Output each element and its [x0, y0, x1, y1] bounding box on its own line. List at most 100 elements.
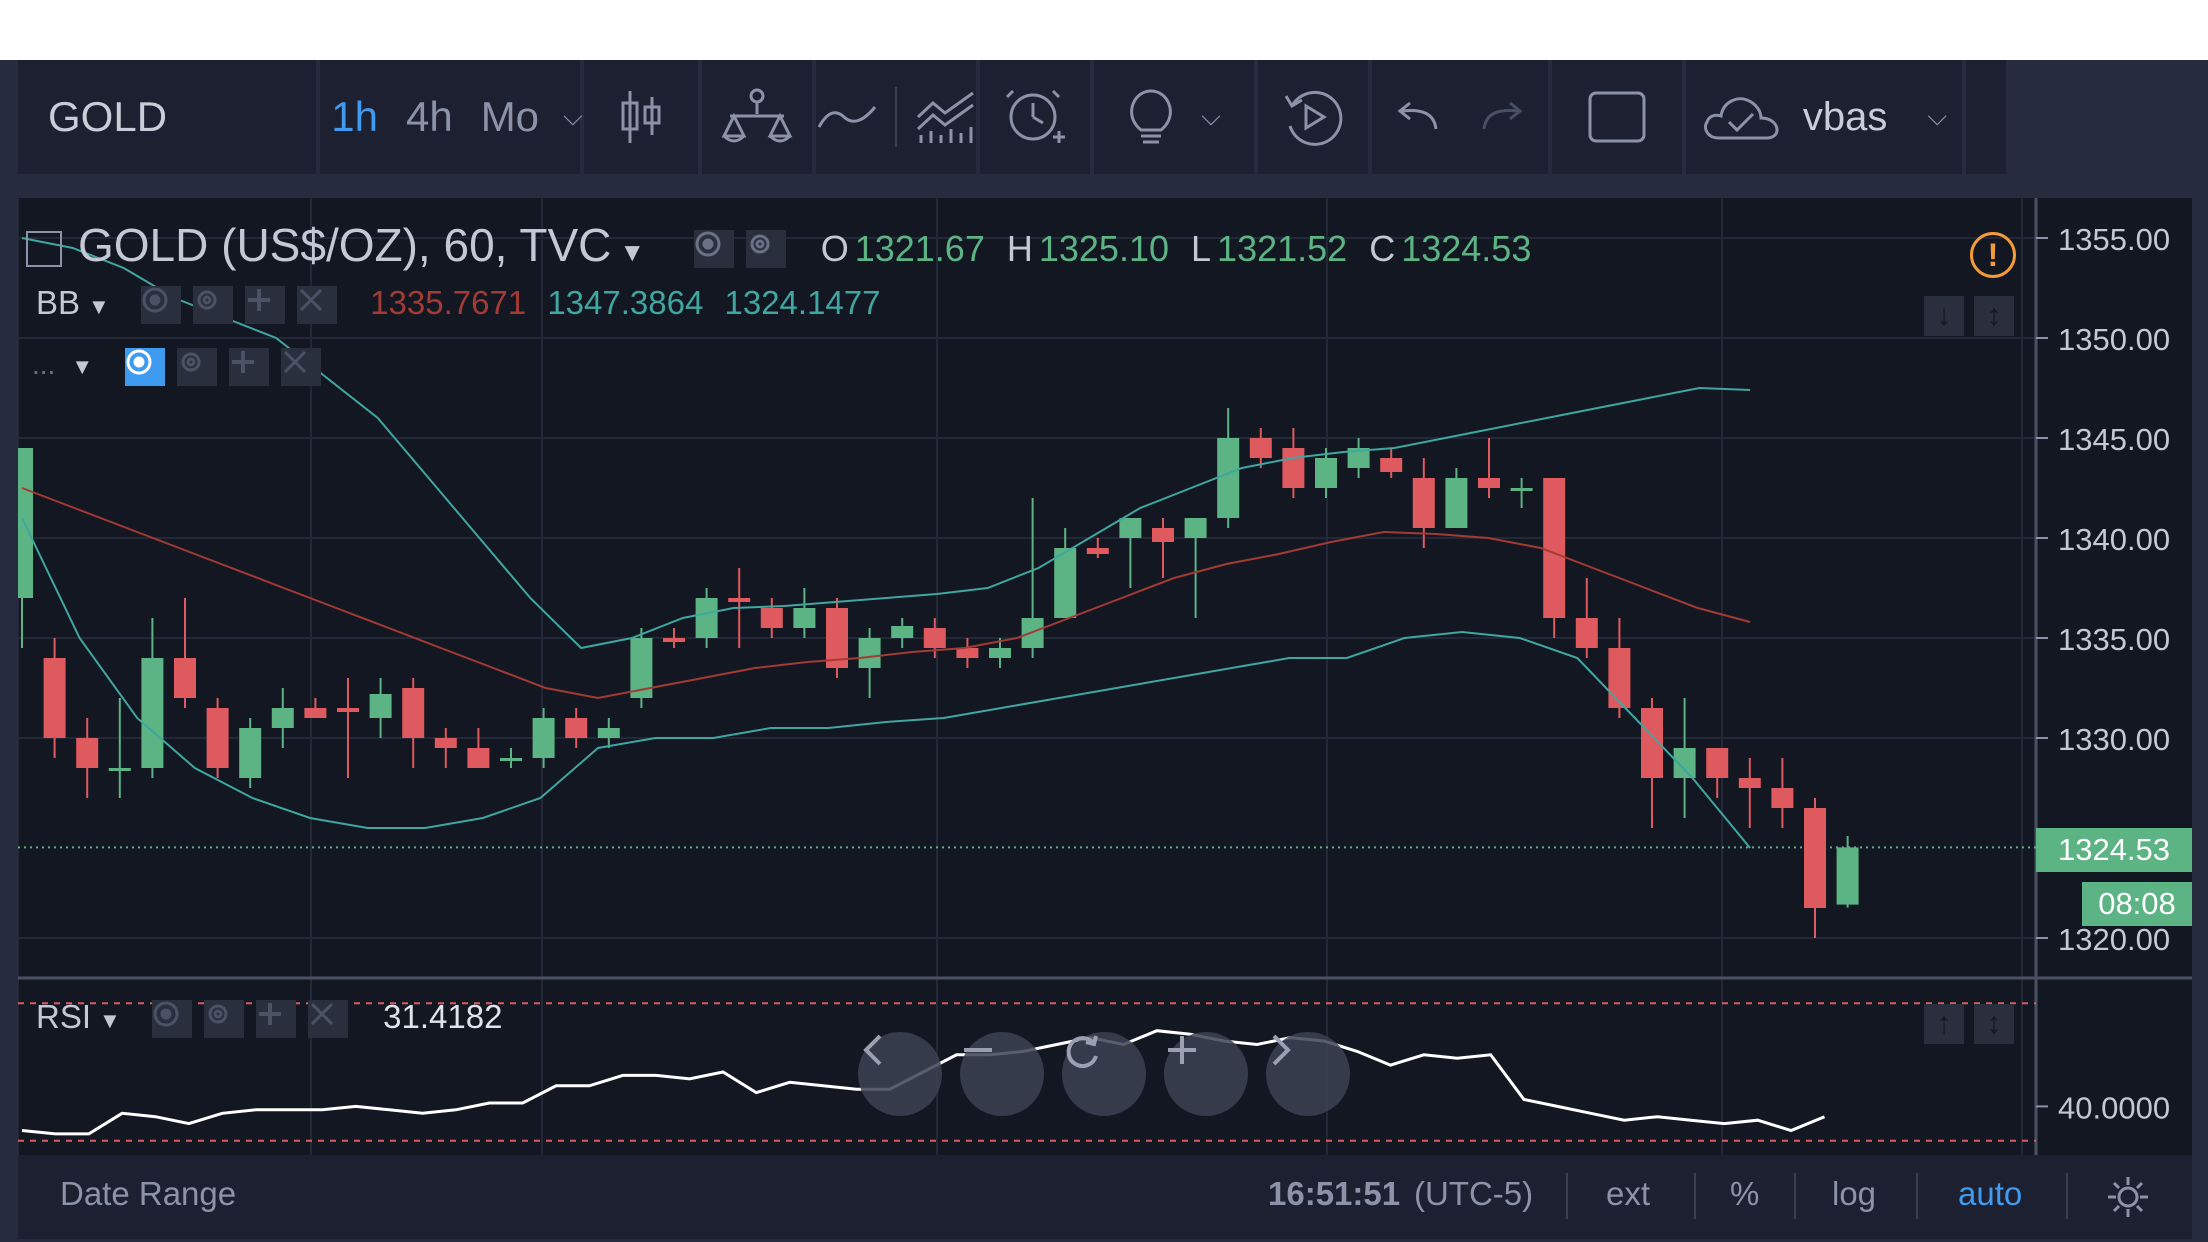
- current-price-label: 1324.53: [2036, 828, 2192, 872]
- candle-body: [760, 608, 783, 628]
- ideas-icon: [1130, 89, 1173, 144]
- percent-toggle[interactable]: %: [1730, 1175, 1760, 1212]
- candle-body: [1217, 438, 1240, 518]
- gear-icon[interactable]: [745, 229, 786, 268]
- candle-body: [663, 638, 685, 642]
- chevron-down-icon[interactable]: ⌵: [1927, 101, 1948, 131]
- scroll-right-button[interactable]: [1266, 1032, 1350, 1116]
- indicators-button[interactable]: [702, 60, 812, 174]
- price-tick-label: 1355.00: [2058, 222, 2170, 257]
- candle-body: [728, 598, 751, 602]
- cloud-save-icon: [1703, 97, 1779, 140]
- candle-body: [1380, 458, 1403, 472]
- settings-partial-icon[interactable]: [1966, 60, 2006, 174]
- layout-save-button[interactable]: vbas ⌵: [1686, 60, 1962, 174]
- templates-icon[interactable]: [915, 89, 976, 145]
- gear-icon[interactable]: [203, 1000, 244, 1039]
- candle-body: [1543, 478, 1566, 618]
- symbol-search[interactable]: GOLD: [18, 60, 316, 174]
- reset-button[interactable]: [1062, 1032, 1146, 1116]
- gear-icon[interactable]: [2106, 1175, 2150, 1219]
- eye-icon[interactable]: [140, 286, 181, 325]
- symbol-title[interactable]: GOLD (US$/OZ), 60, TVC: [78, 219, 612, 271]
- fullscreen-button[interactable]: [1552, 60, 1682, 174]
- auto-toggle[interactable]: auto: [1958, 1175, 2023, 1212]
- timezone-button[interactable]: (UTC-5): [1414, 1175, 1534, 1212]
- chevron-down-icon[interactable]: ⌵: [1201, 101, 1221, 131]
- candle-body: [1119, 518, 1142, 538]
- divider: [1916, 1173, 1918, 1219]
- scale-down-icon[interactable]: ↓: [1924, 296, 1964, 336]
- indicators-icon: [721, 88, 793, 143]
- chevron-down-icon[interactable]: ▼: [88, 294, 110, 319]
- gear-icon[interactable]: [192, 286, 233, 325]
- alert-button[interactable]: [980, 60, 1090, 174]
- close-value: 1324.53: [1401, 228, 1532, 269]
- log-toggle[interactable]: log: [1832, 1175, 1877, 1212]
- rsi-label[interactable]: RSI: [36, 998, 92, 1035]
- eye-icon[interactable]: [693, 229, 734, 268]
- layout-name: vbas: [1802, 94, 1888, 139]
- chevron-down-icon[interactable]: ⌵: [563, 101, 583, 131]
- ext-toggle[interactable]: ext: [1606, 1175, 1651, 1212]
- candle-body: [1641, 708, 1663, 778]
- compare-line-icon[interactable]: [816, 97, 877, 137]
- candle-body: [597, 728, 620, 738]
- plus-icon[interactable]: [244, 286, 285, 325]
- price-tick-label: 1350.00: [2058, 322, 2170, 357]
- main-legend: GOLD (US$/OZ), 60, TVC ▼ O 1321.67 H 1325.1…: [26, 218, 1555, 272]
- candle-body: [1315, 458, 1337, 488]
- candle-body: [532, 718, 555, 758]
- candle-body: [467, 748, 490, 768]
- candle-body: [1412, 478, 1435, 528]
- plus-icon[interactable]: [255, 1000, 296, 1039]
- collapse-icon[interactable]: [26, 230, 62, 267]
- close-icon[interactable]: [307, 1000, 348, 1039]
- candle-body: [826, 608, 848, 668]
- scale-expand-icon[interactable]: ↕: [1974, 296, 2014, 336]
- candle-body: [43, 658, 66, 738]
- rsi-scale-expand-icon[interactable]: ↕: [1974, 1004, 2014, 1044]
- eye-icon[interactable]: [124, 348, 165, 386]
- chevron-down-icon[interactable]: ▼: [619, 237, 646, 267]
- redo-icon[interactable]: [1480, 99, 1526, 135]
- candle-body: [1249, 438, 1272, 458]
- trading-app: GOLD 1h 4h Mo ⌵ ⌵: [0, 60, 2208, 1242]
- candle-body: [1738, 778, 1761, 788]
- eye-icon[interactable]: [151, 1000, 192, 1039]
- chevron-right-icon: [1272, 1034, 1291, 1066]
- open-value: 1321.67: [854, 228, 985, 269]
- rsi-scale-up-icon[interactable]: ↑: [1924, 1004, 1964, 1044]
- candle-body: [402, 688, 425, 738]
- chevron-down-icon[interactable]: ▼: [71, 354, 94, 380]
- chevron-down-icon[interactable]: ▼: [99, 1008, 121, 1033]
- undo-icon[interactable]: [1394, 99, 1440, 135]
- plus-icon[interactable]: [228, 348, 269, 386]
- candle-body: [1086, 548, 1109, 554]
- candle-body: [1184, 518, 1207, 538]
- replay-icon: [1284, 90, 1343, 146]
- warning-icon[interactable]: !: [1970, 232, 2016, 278]
- date-range-button[interactable]: Date Range: [60, 1175, 237, 1212]
- divider: [2066, 1173, 2068, 1219]
- bb-label[interactable]: BB: [36, 284, 81, 321]
- close-icon[interactable]: [296, 286, 337, 325]
- candles-button[interactable]: [584, 60, 698, 174]
- clock: 16:51:51: [1268, 1175, 1401, 1212]
- divider: [1694, 1173, 1696, 1219]
- timeframe-month[interactable]: Mo: [480, 93, 540, 140]
- timeframe-1h[interactable]: 1h: [331, 93, 378, 140]
- candle-body: [1152, 528, 1174, 542]
- ideas-button[interactable]: ⌵: [1094, 60, 1254, 174]
- candle-body: [1347, 448, 1370, 468]
- chart-area[interactable]: 1355.00 1350.00 1345.00 1340.00 1335.00 1330.…: [18, 198, 2192, 1238]
- timeframe-4h[interactable]: 4h: [405, 93, 453, 140]
- gear-icon[interactable]: [176, 348, 217, 386]
- close-icon[interactable]: [280, 348, 321, 386]
- candle-body: [1575, 618, 1598, 648]
- zoom-out-button[interactable]: [960, 1032, 1044, 1116]
- candle-body: [695, 598, 718, 638]
- zoom-in-button[interactable]: [1164, 1032, 1248, 1116]
- scroll-left-button[interactable]: [858, 1032, 942, 1116]
- replay-button[interactable]: [1258, 60, 1368, 174]
